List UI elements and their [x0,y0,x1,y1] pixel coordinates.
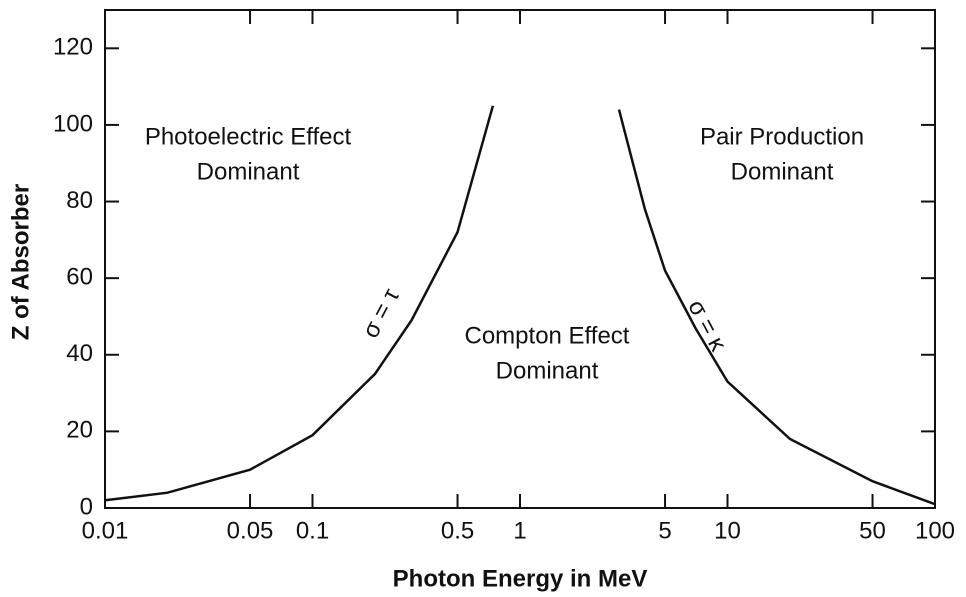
x-tick-label: 0.5 [441,517,474,544]
y-tick-label: 60 [66,263,93,290]
plot-frame [104,9,936,509]
annotation: Photoelectric Effect [145,123,352,150]
x-tick-label: 100 [915,517,955,544]
y-tick-label: 0 [80,493,93,520]
x-tick-label: 0.05 [227,517,274,544]
x-tick-label: 50 [859,517,886,544]
annotation: Compton Effect [465,322,630,349]
annotation: Pair Production [700,123,864,150]
annotation: Dominant [731,158,834,185]
y-tick-label: 100 [53,110,93,137]
x-tick-label: 1 [513,517,526,544]
x-tick-label: 0.1 [296,517,329,544]
annotation: Dominant [496,357,599,384]
curve-label: σ = κ [682,295,732,356]
y-tick-label: 20 [66,417,93,444]
curve [617,109,936,506]
x-tick-label: 0.01 [82,517,129,544]
y-tick-label: 120 [53,34,93,61]
curve-label: σ = τ [357,284,405,343]
curve [104,105,495,502]
x-tick-label: 10 [714,517,741,544]
y-axis-title: Z of Absorber [7,184,34,340]
x-tick-label: 5 [658,517,671,544]
annotation: Dominant [197,158,300,185]
y-tick-label: 80 [66,187,93,214]
y-tick-label: 40 [66,340,93,367]
x-axis-title: Photon Energy in MeV [393,565,648,592]
